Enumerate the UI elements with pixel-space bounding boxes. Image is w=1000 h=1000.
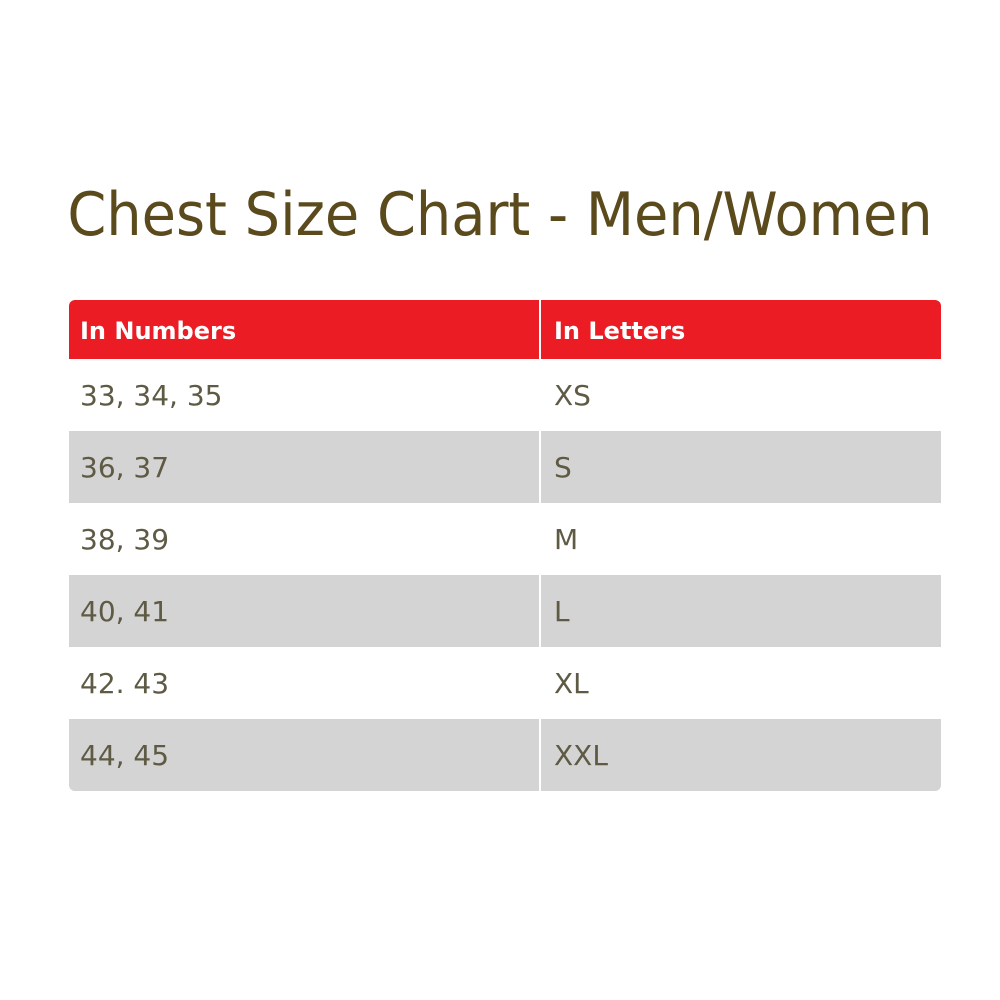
numbers-cell: 44, 45	[69, 719, 541, 791]
table-row: 40, 41 L	[69, 575, 941, 647]
letters-cell: XS	[554, 378, 591, 412]
letters-cell: XL	[554, 666, 589, 700]
header-in-letters: In Letters	[554, 316, 686, 345]
size-table: In Numbers In Letters 33, 34, 35 XS 36, 37…	[69, 300, 941, 791]
letters-cell: M	[554, 522, 579, 556]
table-row: 44, 45 XXL	[69, 719, 941, 791]
table-header: In Numbers In Letters	[69, 300, 941, 359]
letters-cell: XXL	[554, 738, 608, 772]
numbers-cell: 36, 37	[69, 431, 541, 503]
page-title: Chest Size Chart - Men/Women	[67, 180, 933, 250]
letters-cell: S	[554, 450, 572, 484]
table-row: 36, 37 S	[69, 431, 941, 503]
letters-cell: L	[554, 594, 570, 628]
header-in-numbers: In Numbers	[69, 300, 541, 359]
numbers-cell: 38, 39	[69, 503, 541, 575]
table-row: 38, 39 M	[69, 503, 941, 575]
numbers-cell: 40, 41	[69, 575, 541, 647]
numbers-cell: 42. 43	[69, 647, 541, 719]
table-row: 33, 34, 35 XS	[69, 359, 941, 431]
table-row: 42. 43 XL	[69, 647, 941, 719]
numbers-cell: 33, 34, 35	[69, 359, 541, 431]
